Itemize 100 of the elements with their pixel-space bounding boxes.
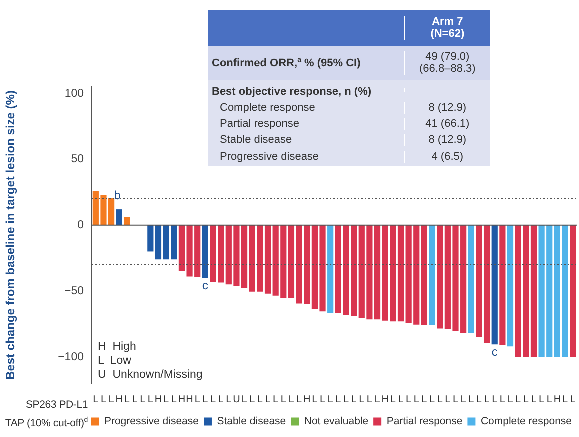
bar [155,225,162,260]
x-tick-label: L [460,394,467,406]
x-tick-label: L [414,394,420,406]
bar [264,225,272,294]
x-tick-label: L [140,394,146,406]
x-tick-label: L [539,394,546,406]
x-tick-label: L [218,394,224,406]
bar [202,225,208,278]
x-tick-label: L [343,394,350,406]
x-tick-label: L [265,394,272,406]
x-tick-label: L [296,394,303,406]
x-tick-label: L [320,394,326,406]
x-tick-label: H [304,394,311,406]
bar [437,225,444,329]
x-tick-label: L [422,394,428,406]
x-tick-label: L [124,394,130,406]
x-tick-label: L [108,394,115,406]
x-tick-label: L [516,394,522,406]
x-tick-label: L [452,394,459,406]
x-tick-label: L [445,394,452,406]
x-tick-label: L [280,394,287,406]
x-tick-label: L [492,394,498,406]
x-axis-title: SP263 PD-L1 TAP (10% cut-off)$^{d}$ [5,398,88,432]
annotation: Best objective response, n (%) [211,85,373,98]
x-tick-label: L [194,394,201,406]
text: Arm 7 (N=62) [430,16,465,40]
x-tick-label: L [484,394,490,406]
annotation: 8 (12.9) [404,134,490,146]
x-tick-label: L [430,394,436,406]
y-tick-label: −100 [58,351,84,364]
legend-label: Partial response [386,416,463,428]
bar [492,225,498,345]
x-tick-label: L [508,394,514,406]
x-tick-label: L [390,394,396,406]
bar [328,225,334,313]
x-tick-label: L [273,394,280,406]
x-tick-label: L [132,394,138,406]
bar [468,225,474,334]
x-tick-label: L [210,394,216,406]
y-tick-label: 50 [71,154,84,166]
x-tick-label: L [257,394,264,406]
legend-label: Not evaluable [304,416,369,428]
x-tick-label: H [186,394,194,406]
legend-label: Progressive disease [104,416,200,428]
annotation: 41 (66.1) [404,118,490,130]
annotation: b [114,188,122,203]
bar [116,210,122,226]
annotation: Progressive disease [219,151,320,163]
x-tick-label: L [171,394,178,406]
x-tick-label: L [366,394,373,406]
bar [570,225,576,358]
legend-label: Stable disease [217,416,286,428]
x-tick-label: H [154,394,162,406]
text: Confirmed ORR,$^{a}$ % (95% CI) [212,56,361,70]
y-tick-label: 0 [78,220,84,232]
annotation: L Low [98,355,132,367]
annotation: H High [98,341,136,353]
x-tick-label: L [398,394,404,406]
annotation: U Unknown/Missing [98,369,203,381]
annotation: Partial response [219,118,300,130]
x-tick-label: L [148,394,154,406]
x-tick-label: L [288,394,295,406]
text: 49 (79.0) (66.8–88.3) [420,51,476,75]
bar [500,225,506,346]
bar [530,225,538,358]
x-tick-label: L [93,394,100,406]
x-tick-label: L [523,394,530,406]
x-tick-label: L [374,394,381,406]
x-tick-label: L [336,394,342,406]
x-tick-label: L [570,394,576,406]
x-tick-label: U [233,394,240,406]
x-tick-label: H [116,394,123,406]
bar [421,225,428,326]
annotation: 4 (6.5) [404,151,490,163]
bar [507,225,514,347]
x-tick-label: L [100,394,107,406]
x-tick-label: L [359,394,366,406]
annotation: Stable disease [219,134,294,146]
x-tick-label: L [562,394,568,406]
bar [429,225,436,326]
x-tick-label: H [178,394,186,406]
x-tick-label: H [554,394,562,406]
bar [148,225,154,252]
x-tick-label: L [546,394,553,406]
x-tick-label: H [382,394,389,406]
x-tick-label: L [164,394,170,406]
x-tick-label: L [437,394,444,406]
y-tick-label: −50 [64,285,84,298]
y-tick-label: 100 [64,88,84,100]
x-tick-label: L [242,394,248,406]
x-tick-label: L [406,394,412,406]
x-tick-label: L [328,394,334,406]
x-tick-label: L [468,394,475,406]
x-tick-label: L [250,394,256,406]
x-tick-label: L [531,394,538,406]
annotation: c [492,344,498,359]
x-tick-label: L [476,394,482,406]
x-tick-label: L [312,394,318,406]
legend-label: Complete response [480,416,572,428]
x-tick-label: L [351,394,358,406]
